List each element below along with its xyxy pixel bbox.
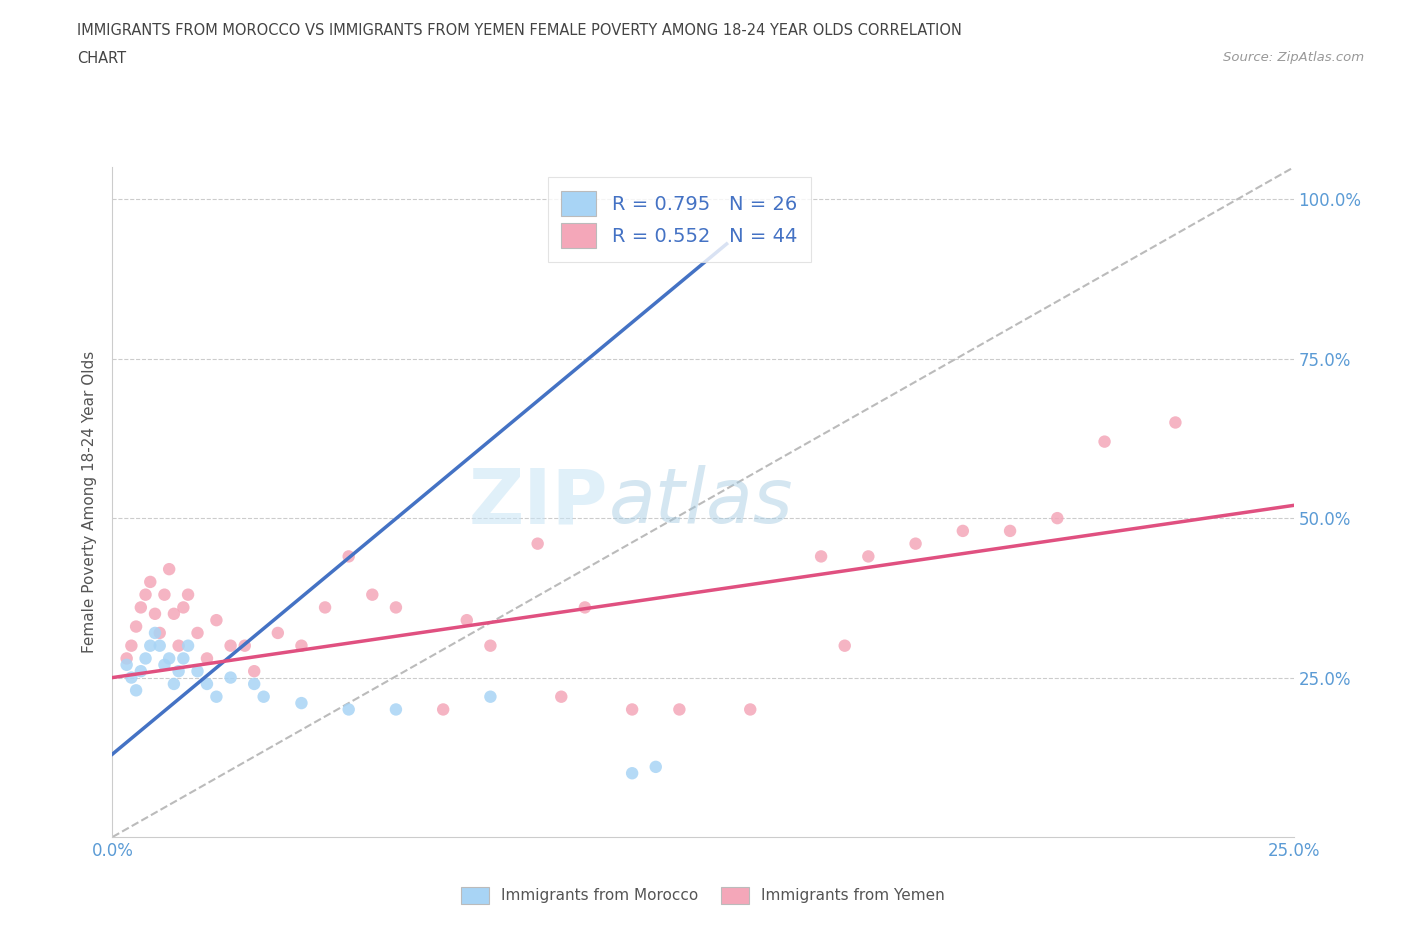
Point — [149, 626, 172, 641]
Point — [834, 638, 856, 653]
Text: atlas: atlas — [609, 465, 793, 539]
Point — [740, 702, 762, 717]
Point — [135, 651, 157, 666]
Point — [120, 671, 142, 685]
Point — [157, 562, 180, 577]
Point — [290, 638, 312, 653]
Point — [139, 638, 162, 653]
Point — [120, 638, 142, 653]
Point — [385, 600, 408, 615]
Point — [290, 696, 312, 711]
Point — [153, 587, 176, 602]
Point — [1094, 434, 1116, 449]
Point — [129, 600, 152, 615]
Point — [456, 613, 478, 628]
Point — [205, 689, 228, 704]
Point — [314, 600, 336, 615]
Point — [115, 658, 138, 672]
Point — [810, 549, 832, 564]
Point — [139, 575, 162, 590]
Point — [125, 619, 148, 634]
Point — [1164, 415, 1187, 430]
Point — [574, 600, 596, 615]
Point — [163, 606, 186, 621]
Point — [186, 626, 208, 641]
Point — [163, 676, 186, 691]
Point — [172, 600, 194, 615]
Point — [621, 702, 644, 717]
Point — [177, 638, 200, 653]
Point — [432, 702, 454, 717]
Point — [243, 676, 266, 691]
Y-axis label: Female Poverty Among 18-24 Year Olds: Female Poverty Among 18-24 Year Olds — [82, 352, 97, 654]
Legend: Immigrants from Morocco, Immigrants from Yemen: Immigrants from Morocco, Immigrants from… — [456, 881, 950, 910]
Point — [172, 651, 194, 666]
Point — [129, 664, 152, 679]
Point — [167, 664, 190, 679]
Text: CHART: CHART — [77, 51, 127, 66]
Point — [233, 638, 256, 653]
Point — [195, 676, 218, 691]
Point — [219, 671, 242, 685]
Point — [115, 651, 138, 666]
Point — [361, 587, 384, 602]
Point — [904, 537, 927, 551]
Point — [479, 638, 502, 653]
Point — [153, 658, 176, 672]
Point — [337, 702, 360, 717]
Point — [205, 613, 228, 628]
Point — [157, 651, 180, 666]
Point — [479, 689, 502, 704]
Point — [267, 626, 290, 641]
Point — [143, 626, 166, 641]
Point — [526, 537, 548, 551]
Point — [135, 587, 157, 602]
Point — [177, 587, 200, 602]
Point — [219, 638, 242, 653]
Point — [253, 689, 276, 704]
Point — [998, 524, 1021, 538]
Point — [195, 651, 218, 666]
Point — [385, 702, 408, 717]
Point — [644, 760, 666, 775]
Point — [621, 765, 644, 780]
Point — [550, 689, 572, 704]
Point — [149, 638, 172, 653]
Point — [858, 549, 880, 564]
Text: IMMIGRANTS FROM MOROCCO VS IMMIGRANTS FROM YEMEN FEMALE POVERTY AMONG 18-24 YEAR: IMMIGRANTS FROM MOROCCO VS IMMIGRANTS FR… — [77, 23, 962, 38]
Point — [243, 664, 266, 679]
Point — [1046, 511, 1069, 525]
Point — [143, 606, 166, 621]
Text: Source: ZipAtlas.com: Source: ZipAtlas.com — [1223, 51, 1364, 64]
Point — [125, 683, 148, 698]
Point — [186, 664, 208, 679]
Text: ZIP: ZIP — [470, 465, 609, 539]
Point — [952, 524, 974, 538]
Point — [167, 638, 190, 653]
Point — [668, 702, 690, 717]
Point — [337, 549, 360, 564]
